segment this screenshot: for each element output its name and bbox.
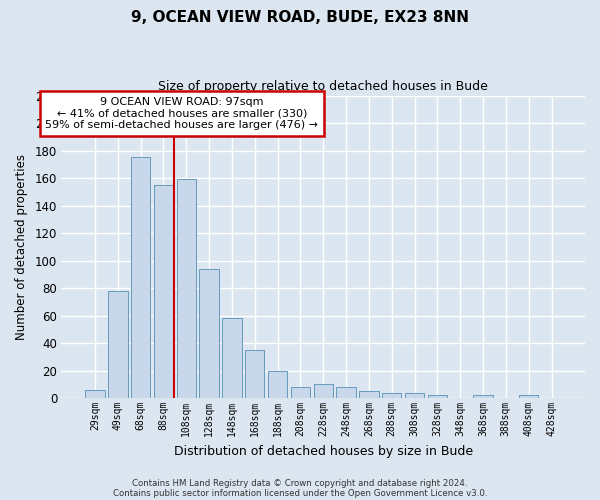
Bar bbox=[222, 318, 242, 398]
Bar bbox=[337, 387, 356, 398]
Bar bbox=[245, 350, 265, 398]
Bar bbox=[428, 396, 447, 398]
Text: Contains public sector information licensed under the Open Government Licence v3: Contains public sector information licen… bbox=[113, 488, 487, 498]
Bar bbox=[314, 384, 333, 398]
Bar bbox=[359, 392, 379, 398]
Title: Size of property relative to detached houses in Bude: Size of property relative to detached ho… bbox=[158, 80, 488, 93]
Bar bbox=[108, 291, 128, 398]
X-axis label: Distribution of detached houses by size in Bude: Distribution of detached houses by size … bbox=[173, 444, 473, 458]
Bar bbox=[405, 392, 424, 398]
Bar bbox=[199, 269, 219, 398]
Bar bbox=[268, 370, 287, 398]
Bar bbox=[85, 390, 104, 398]
Bar bbox=[154, 185, 173, 398]
Bar bbox=[131, 158, 151, 398]
Text: 9, OCEAN VIEW ROAD, BUDE, EX23 8NN: 9, OCEAN VIEW ROAD, BUDE, EX23 8NN bbox=[131, 10, 469, 25]
Bar bbox=[176, 180, 196, 398]
Bar bbox=[382, 392, 401, 398]
Bar bbox=[519, 396, 538, 398]
Text: Contains HM Land Registry data © Crown copyright and database right 2024.: Contains HM Land Registry data © Crown c… bbox=[132, 478, 468, 488]
Bar bbox=[473, 396, 493, 398]
Bar bbox=[291, 387, 310, 398]
Y-axis label: Number of detached properties: Number of detached properties bbox=[15, 154, 28, 340]
Text: 9 OCEAN VIEW ROAD: 97sqm
← 41% of detached houses are smaller (330)
59% of semi-: 9 OCEAN VIEW ROAD: 97sqm ← 41% of detach… bbox=[45, 97, 318, 130]
